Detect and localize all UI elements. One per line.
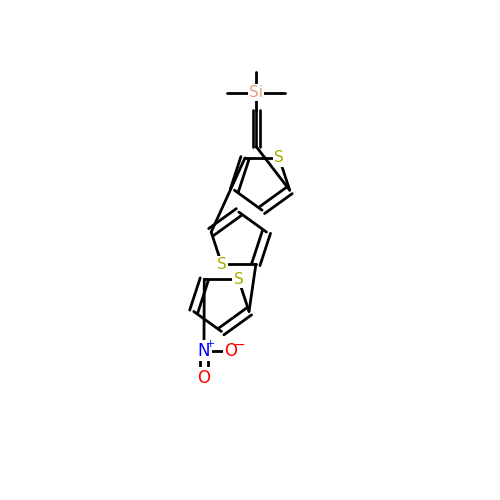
- Text: −: −: [234, 338, 245, 352]
- Text: O: O: [198, 368, 210, 386]
- Text: Si: Si: [249, 85, 263, 100]
- Text: S: S: [234, 272, 243, 286]
- Text: +: +: [206, 339, 216, 349]
- Text: N: N: [198, 342, 210, 359]
- Text: O: O: [224, 342, 237, 359]
- Text: S: S: [217, 257, 226, 272]
- Text: S: S: [274, 150, 284, 166]
